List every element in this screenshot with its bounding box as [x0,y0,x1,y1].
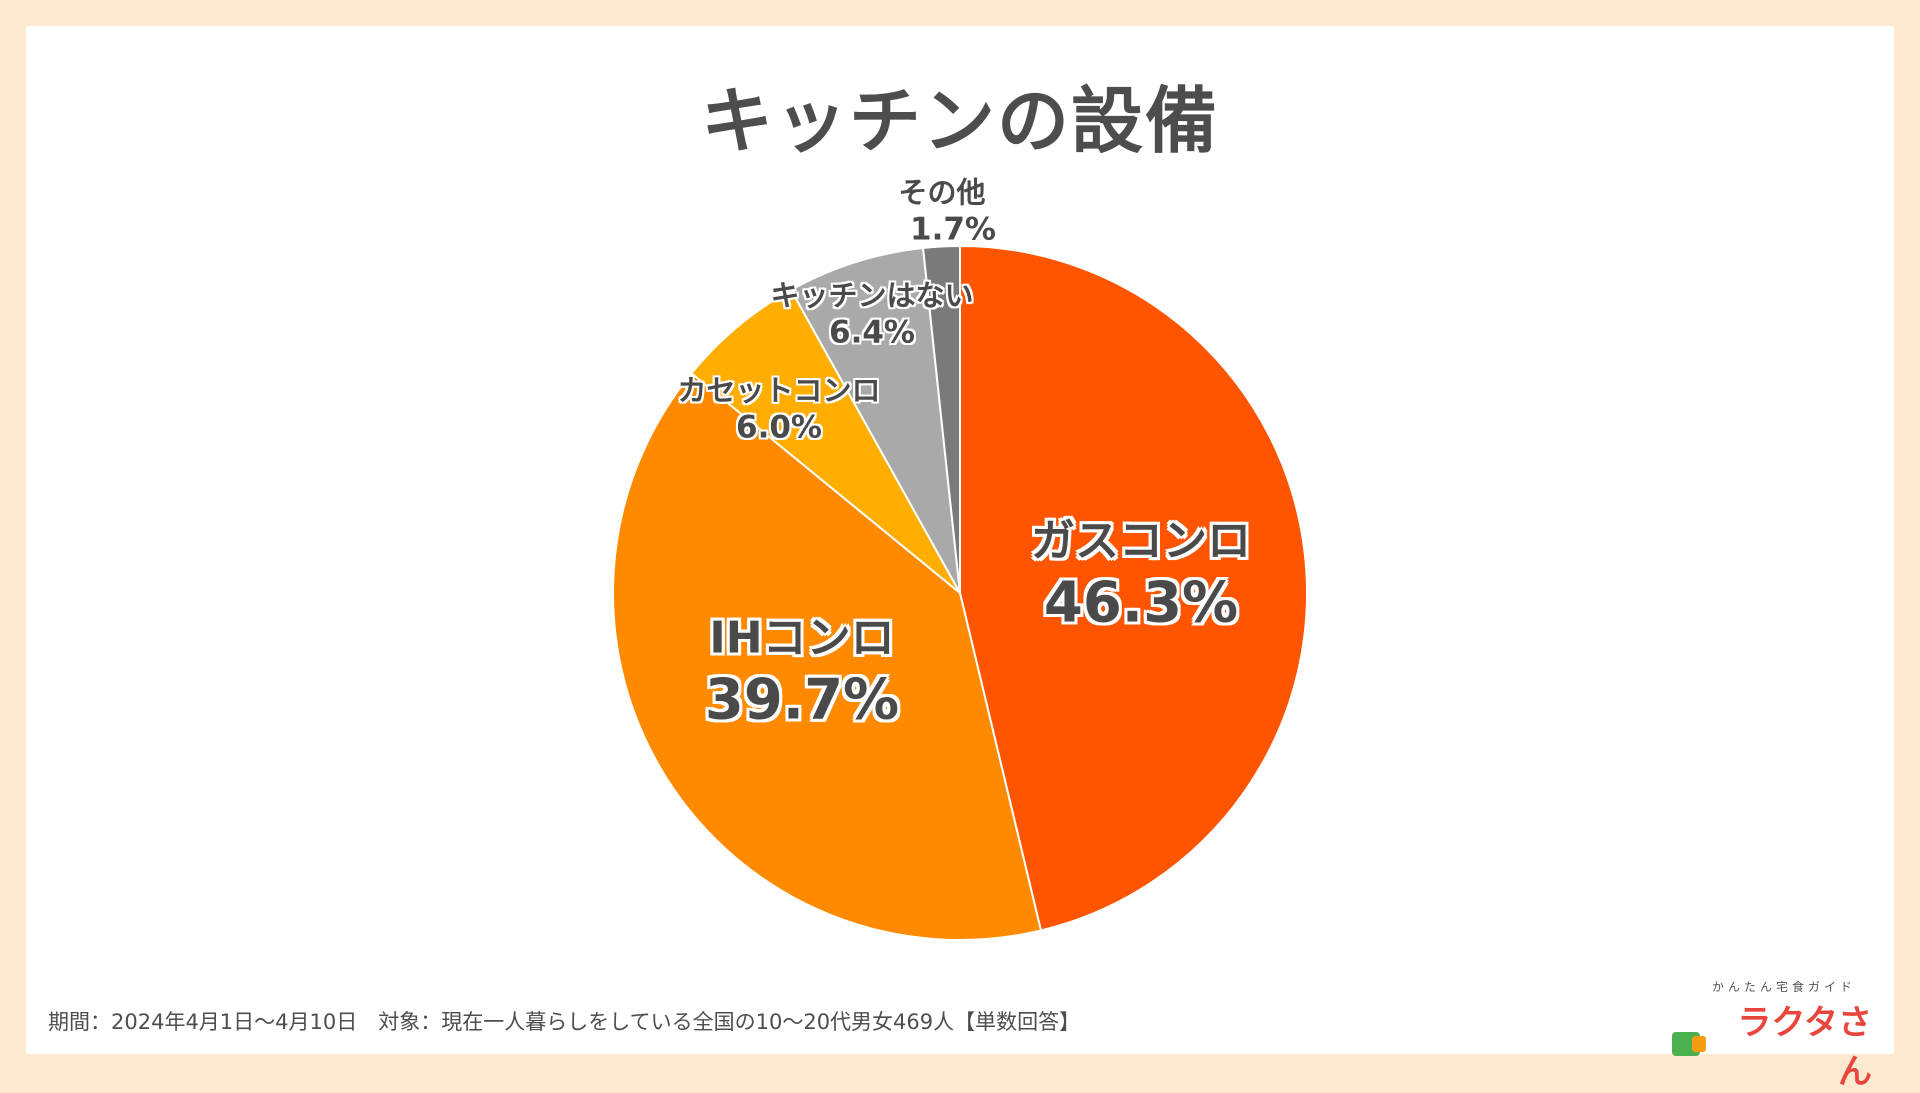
chart-title: キッチンの設備 [700,79,1219,163]
slice-label-gas-pct: 46.3% [1043,570,1239,636]
footer-note: 期間：2024年4月1日〜4月10日 対象：現在一人暮らしをしている全国の10〜… [48,1010,1081,1034]
slice-label-other-pct: 1.7% [910,211,996,248]
slice-label-other-name: その他 [898,175,986,210]
slice-label-no-kitchen: キッチンはない 6.4% [770,278,973,353]
slice-label-cassette-pct: 6.0% [736,409,822,446]
pie-slice-no-kitchen [789,246,961,594]
slice-label-ih: IHコンロ 39.7% [705,611,899,736]
logo-main: ラクタさん [1672,995,1872,1093]
slice-label-gas-name: ガスコンロ [1031,515,1251,567]
logo-subtitle: かんたん宅食ガイド [1711,980,1856,994]
logo-mark-icon [1672,1032,1706,1056]
pie-slice-gas [959,244,1308,932]
slice-label-no-kitchen-name: キッチンはない [770,278,974,313]
slice-label-cassette: カセットコンロ 6.0% [677,373,880,448]
brand-logo: かんたん宅食ガイド ラクタさん [1672,978,1872,1093]
pie-slice-cassette [690,288,961,594]
pie-slice-other [921,244,961,594]
slice-label-gas: ガスコンロ 46.3% [1031,514,1251,639]
slice-label-other: その他 1.7% [888,175,996,250]
slice-label-ih-pct: 39.7% [704,667,900,733]
slice-label-cassette-name: カセットコンロ [677,373,881,408]
pie-slice-ih [612,371,1043,941]
logo-text: ラクタさん [1737,1003,1872,1092]
slice-label-ih-name: IHコンロ [709,612,895,664]
slice-label-no-kitchen-pct: 6.4% [829,314,915,351]
